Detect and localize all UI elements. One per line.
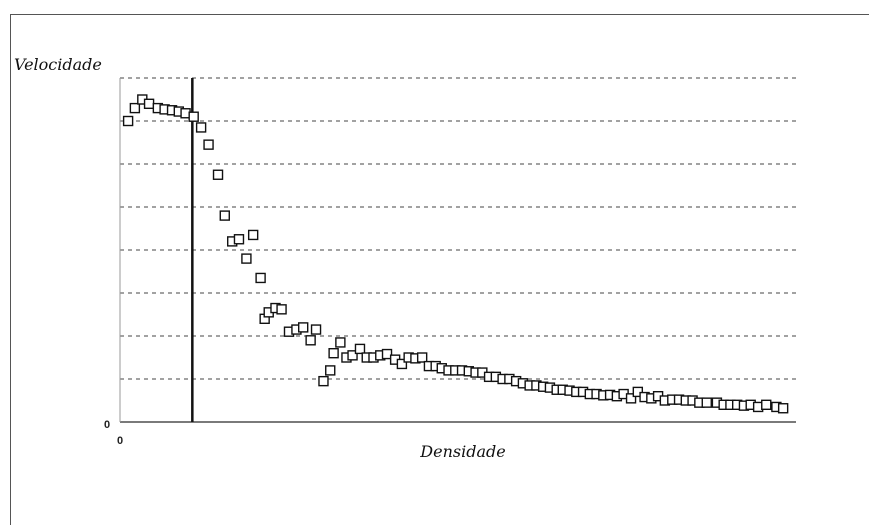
data-points	[122, 94, 789, 414]
x-axis-label: Densidade	[419, 442, 505, 461]
data-point	[325, 365, 336, 376]
data-point	[219, 210, 230, 221]
data-point	[625, 393, 637, 404]
data-point	[122, 115, 134, 127]
data-point	[276, 304, 287, 315]
data-point	[335, 337, 346, 348]
data-point	[203, 139, 214, 150]
data-point	[396, 358, 408, 370]
data-point	[305, 335, 316, 346]
data-point	[354, 343, 366, 355]
y-axis-label: Velocidade	[14, 55, 102, 74]
chart-frame	[10, 14, 869, 525]
data-point	[761, 399, 772, 410]
data-point	[310, 324, 322, 335]
data-point	[297, 322, 309, 333]
data-point	[701, 397, 712, 408]
data-point	[143, 98, 155, 110]
data-point	[247, 229, 259, 241]
data-point	[777, 403, 789, 414]
data-point	[255, 272, 266, 284]
data-point	[195, 122, 207, 133]
data-point	[328, 348, 339, 359]
data-point	[318, 375, 329, 387]
gridlines	[120, 77, 796, 380]
data-point	[188, 111, 199, 122]
data-point	[129, 102, 141, 114]
y-tick-label-0: 0	[104, 419, 110, 431]
data-point	[381, 348, 393, 360]
data-point	[212, 169, 224, 180]
data-point	[241, 253, 252, 264]
data-point	[233, 234, 245, 245]
x-tick-label-0: 0	[117, 435, 123, 447]
data-point	[416, 352, 428, 363]
data-point	[347, 350, 358, 361]
